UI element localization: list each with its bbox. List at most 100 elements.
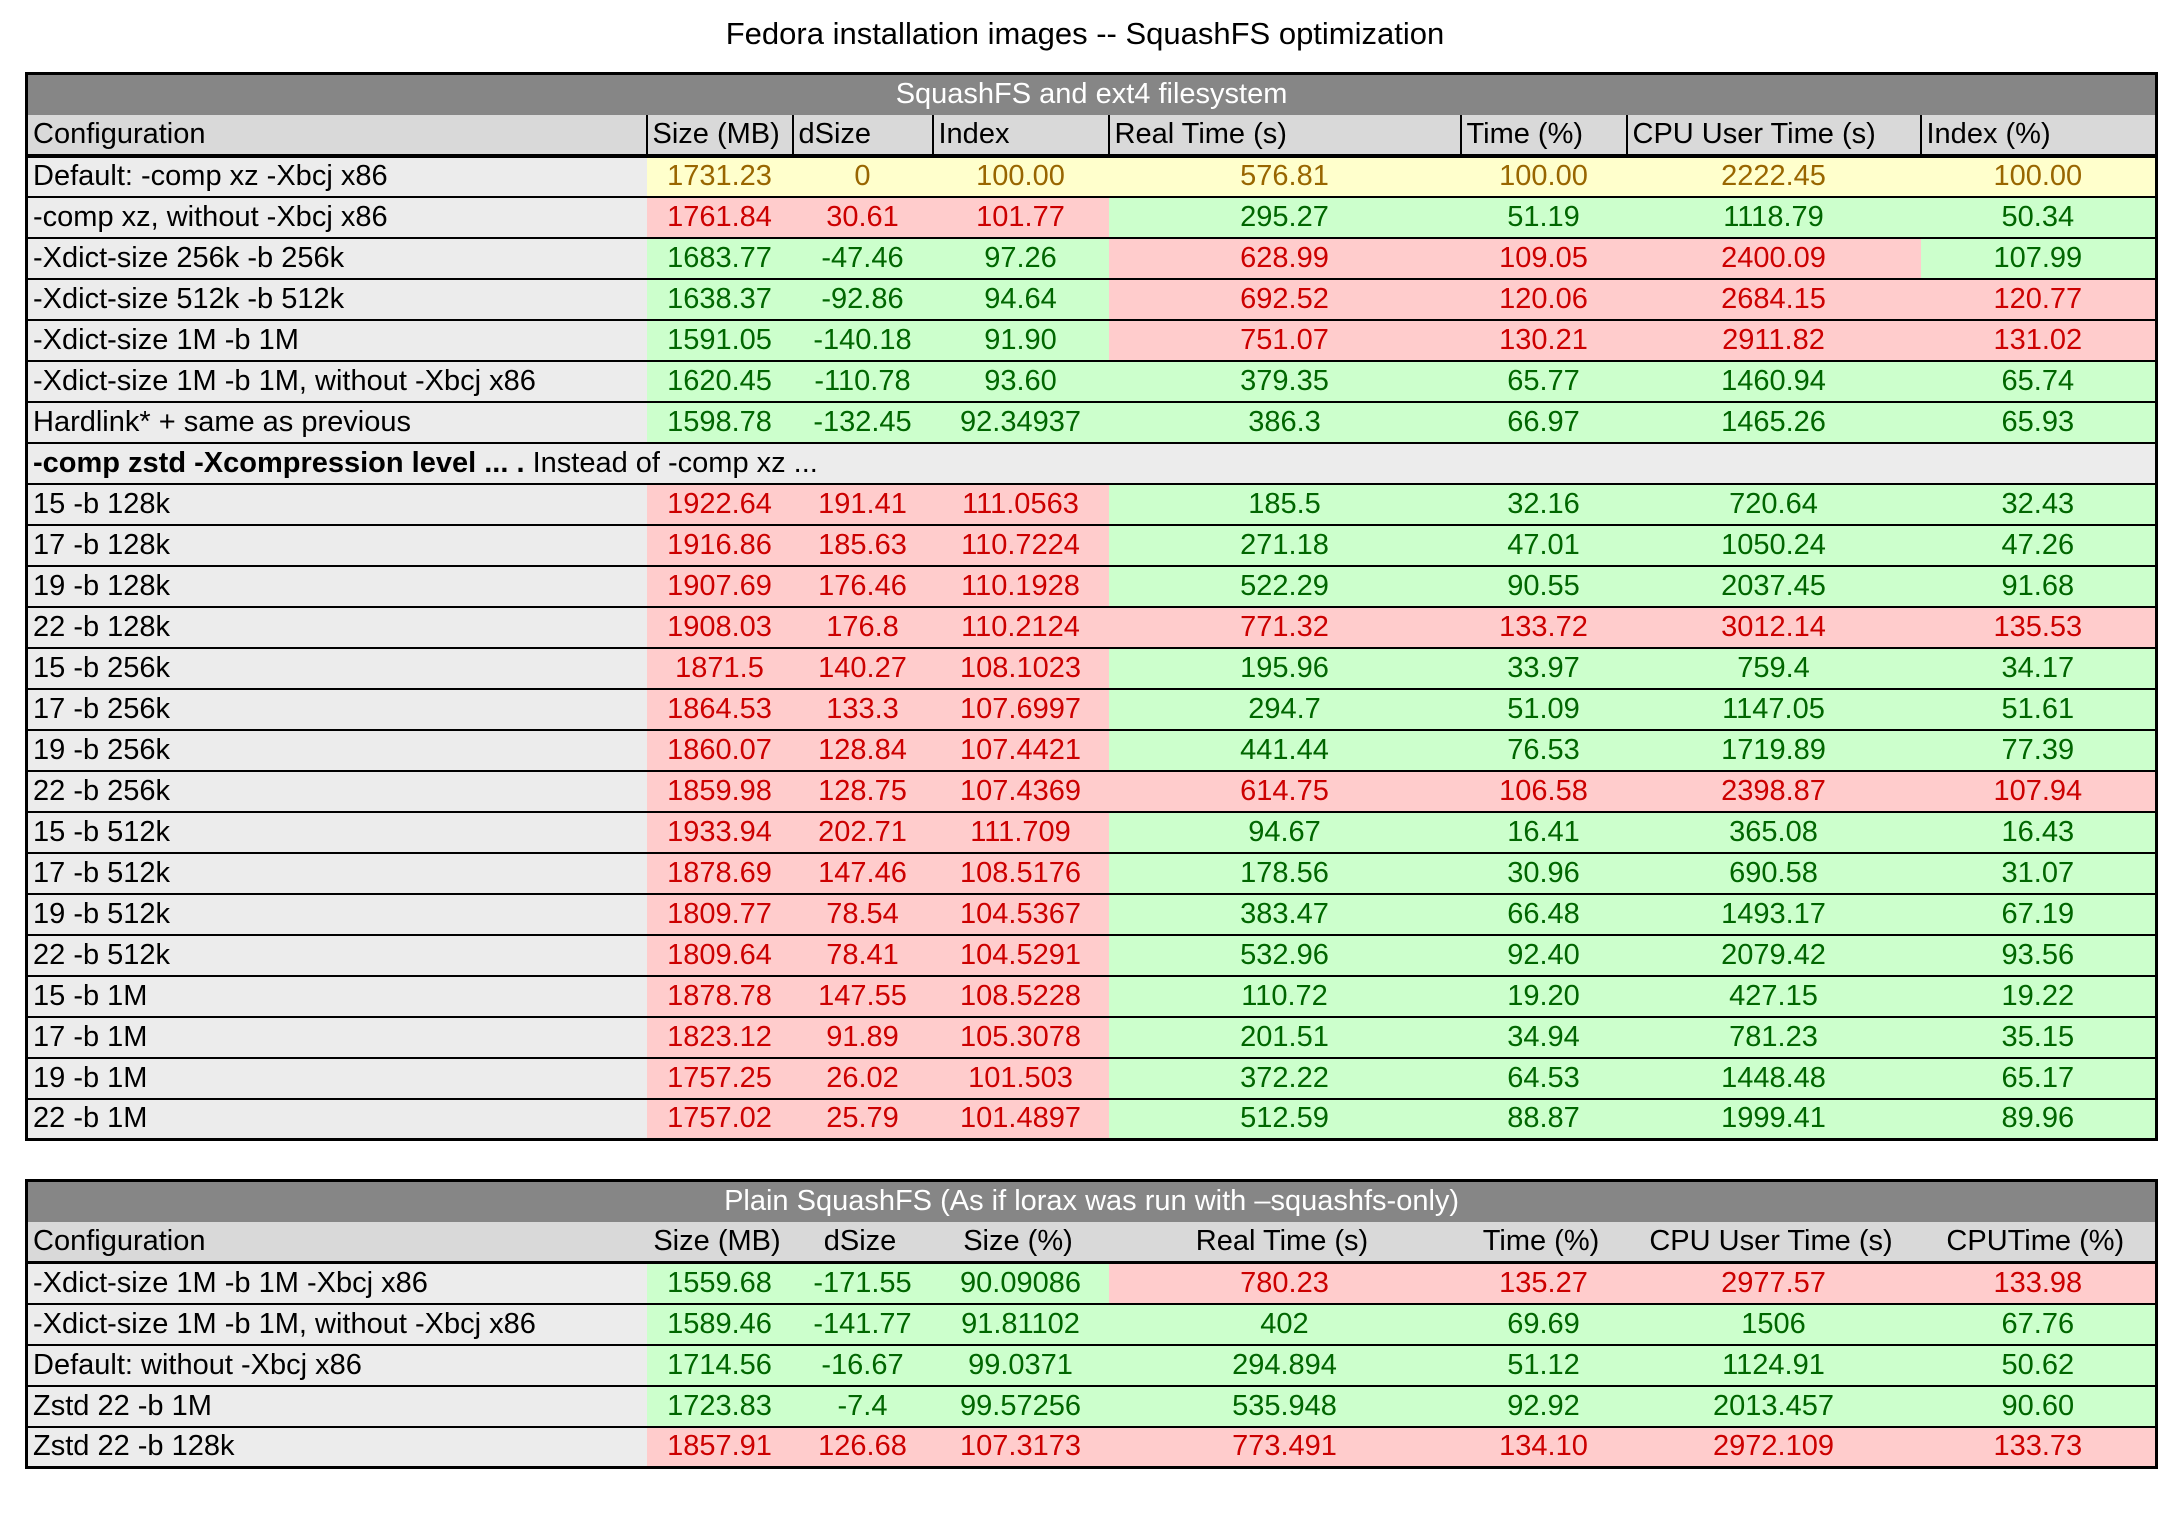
table-row: -Xdict-size 256k -b 256k 1683.77 -47.46 97.… [26, 236, 2157, 279]
value-cell: 535.948 [1108, 1384, 1461, 1427]
value-cell: 65.93 [1920, 400, 2157, 443]
config-cell: 22 -b 256k [26, 769, 647, 812]
value-cell: 100.00 [1920, 154, 2157, 197]
value-cell: 402 [1108, 1302, 1461, 1345]
value-cell: 720.64 [1626, 482, 1921, 525]
value-cell: 101.503 [932, 1056, 1109, 1099]
value-cell: 759.4 [1626, 646, 1921, 689]
value-cell: 51.12 [1460, 1343, 1627, 1386]
value-cell: 1620.45 [646, 359, 793, 402]
value-cell: 185.5 [1108, 482, 1461, 525]
value-cell: 92.40 [1460, 933, 1627, 976]
table-row: -Xdict-size 1M -b 1M -Xbcj x86 1559.68 -17… [26, 1261, 2157, 1304]
value-cell: 372.22 [1108, 1056, 1461, 1099]
column-header: CPU User Time (s) [1626, 1221, 1921, 1264]
value-cell: 1460.94 [1626, 359, 1921, 402]
value-cell: 47.26 [1920, 523, 2157, 566]
value-cell: 35.15 [1920, 1015, 2157, 1058]
value-cell: 1731.23 [646, 154, 793, 197]
value-cell: 1878.78 [646, 974, 793, 1017]
value-cell: 131.02 [1920, 318, 2157, 361]
value-cell: 108.5228 [932, 974, 1109, 1017]
value-cell: -110.78 [792, 359, 933, 402]
value-cell: 51.09 [1460, 687, 1627, 730]
value-cell: 107.3173 [932, 1425, 1109, 1468]
page-title: Fedora installation images -- SquashFS o… [725, 16, 1445, 51]
value-cell: 1809.77 [646, 892, 793, 935]
value-cell: 2222.45 [1626, 154, 1921, 197]
value-cell: 130.21 [1460, 318, 1627, 361]
value-cell: 780.23 [1108, 1261, 1461, 1304]
value-cell: 99.0371 [932, 1343, 1109, 1386]
value-cell: 128.75 [792, 769, 933, 812]
value-cell: 32.43 [1920, 482, 2157, 525]
value-cell: 1719.89 [1626, 728, 1921, 771]
value-cell: 30.61 [792, 195, 933, 238]
table-row: 22 -b 256k 1859.98 128.75 107.4369 614.75 106… [26, 769, 2157, 812]
table1-title: SquashFS and ext4 filesystem [26, 73, 2157, 115]
column-header: Time (%) [1460, 1221, 1627, 1264]
value-cell: 383.47 [1108, 892, 1461, 935]
value-cell: 90.09086 [932, 1261, 1109, 1304]
value-cell: 201.51 [1108, 1015, 1461, 1058]
squashfs-ext4-table: SquashFS and ext4 filesystem Configurati… [25, 72, 2159, 1141]
value-cell: 1493.17 [1626, 892, 1921, 935]
value-cell: 1118.79 [1626, 195, 1921, 238]
value-cell: 110.7224 [932, 523, 1109, 566]
value-cell: 2013.457 [1626, 1384, 1921, 1427]
value-cell: 104.5291 [932, 933, 1109, 976]
plain-squashfs-table: Plain SquashFS (As if lorax was run with… [25, 1179, 2159, 1469]
value-cell: 16.41 [1460, 810, 1627, 853]
value-cell: 100.00 [932, 154, 1109, 197]
column-header: dSize [792, 1221, 933, 1264]
value-cell: 104.5367 [932, 892, 1109, 935]
value-cell: 1589.46 [646, 1302, 793, 1345]
value-cell: 93.56 [1920, 933, 2157, 976]
table-row: 17 -b 1M 1823.12 91.89 105.3078 201.51 34.94 7… [26, 1015, 2157, 1058]
column-header: Real Time (s) [1107, 114, 1461, 158]
value-cell: 66.48 [1460, 892, 1627, 935]
value-cell: 1922.64 [646, 482, 793, 525]
table-row: 22 -b 128k 1908.03 176.8 110.2124 771.32 133.… [26, 605, 2157, 648]
value-cell: 32.16 [1460, 482, 1627, 525]
value-cell: 2398.87 [1626, 769, 1921, 812]
value-cell: 1050.24 [1626, 523, 1921, 566]
value-cell: 690.58 [1626, 851, 1921, 894]
config-cell: 15 -b 128k [26, 482, 647, 525]
value-cell: 128.84 [792, 728, 933, 771]
table-row: 17 -b 128k 1916.86 185.63 110.7224 271.18 47.… [26, 523, 2157, 566]
table-row: 17 -b 512k 1878.69 147.46 108.5176 178.56 30.… [26, 851, 2157, 894]
table-row: Hardlink* + same as previous 1598.78 -132.… [26, 400, 2157, 443]
value-cell: 1907.69 [646, 564, 793, 607]
value-cell: 1757.25 [646, 1056, 793, 1099]
value-cell: 90.60 [1920, 1384, 2157, 1427]
value-cell: 1638.37 [646, 277, 793, 320]
table-row: Default: -comp xz -Xbcj x86 1731.23 0 100.0… [26, 154, 2157, 197]
value-cell: 0 [792, 154, 933, 197]
subtitle-regular-text: Instead of -comp xz ... [524, 446, 818, 479]
table-row: Zstd 22 -b 1M 1723.83 -7.4 99.57256 535.948 9… [26, 1384, 2157, 1427]
config-cell: 19 -b 128k [26, 564, 647, 607]
config-cell: Default: -comp xz -Xbcj x86 [26, 154, 647, 197]
table-row: 15 -b 512k 1933.94 202.71 111.709 94.67 16.41… [26, 810, 2157, 853]
value-cell: 30.96 [1460, 851, 1627, 894]
value-cell: 2911.82 [1626, 318, 1921, 361]
table-row: 15 -b 1M 1878.78 147.55 108.5228 110.72 19.20… [26, 974, 2157, 1017]
value-cell: 65.17 [1920, 1056, 2157, 1099]
value-cell: 66.97 [1460, 400, 1627, 443]
value-cell: 88.87 [1460, 1097, 1627, 1140]
table-row: Zstd 22 -b 128k 1857.91 126.68 107.3173 773.… [26, 1425, 2157, 1468]
value-cell: 1723.83 [646, 1384, 793, 1427]
value-cell: 94.67 [1108, 810, 1461, 853]
value-cell: 2079.42 [1626, 933, 1921, 976]
value-cell: 294.7 [1108, 687, 1461, 730]
table1-header-row: Configuration Size (MB) dSize Index Real Tim… [26, 114, 2157, 158]
value-cell: 34.17 [1920, 646, 2157, 689]
value-cell: 1598.78 [646, 400, 793, 443]
value-cell: 134.10 [1460, 1425, 1627, 1468]
value-cell: 176.8 [792, 605, 933, 648]
value-cell: 427.15 [1626, 974, 1921, 1017]
value-cell: 47.01 [1460, 523, 1627, 566]
config-cell: 17 -b 256k [26, 687, 647, 730]
table-row: 17 -b 256k 1864.53 133.3 107.6997 294.7 51.09… [26, 687, 2157, 730]
